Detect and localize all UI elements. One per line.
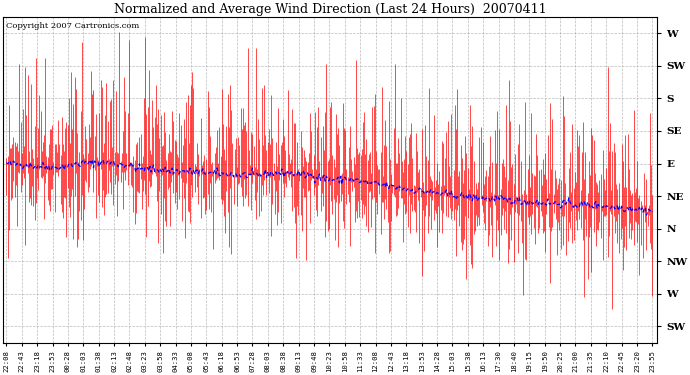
Text: Copyright 2007 Cartronics.com: Copyright 2007 Cartronics.com — [6, 22, 139, 30]
Title: Normalized and Average Wind Direction (Last 24 Hours)  20070411: Normalized and Average Wind Direction (L… — [114, 3, 546, 16]
